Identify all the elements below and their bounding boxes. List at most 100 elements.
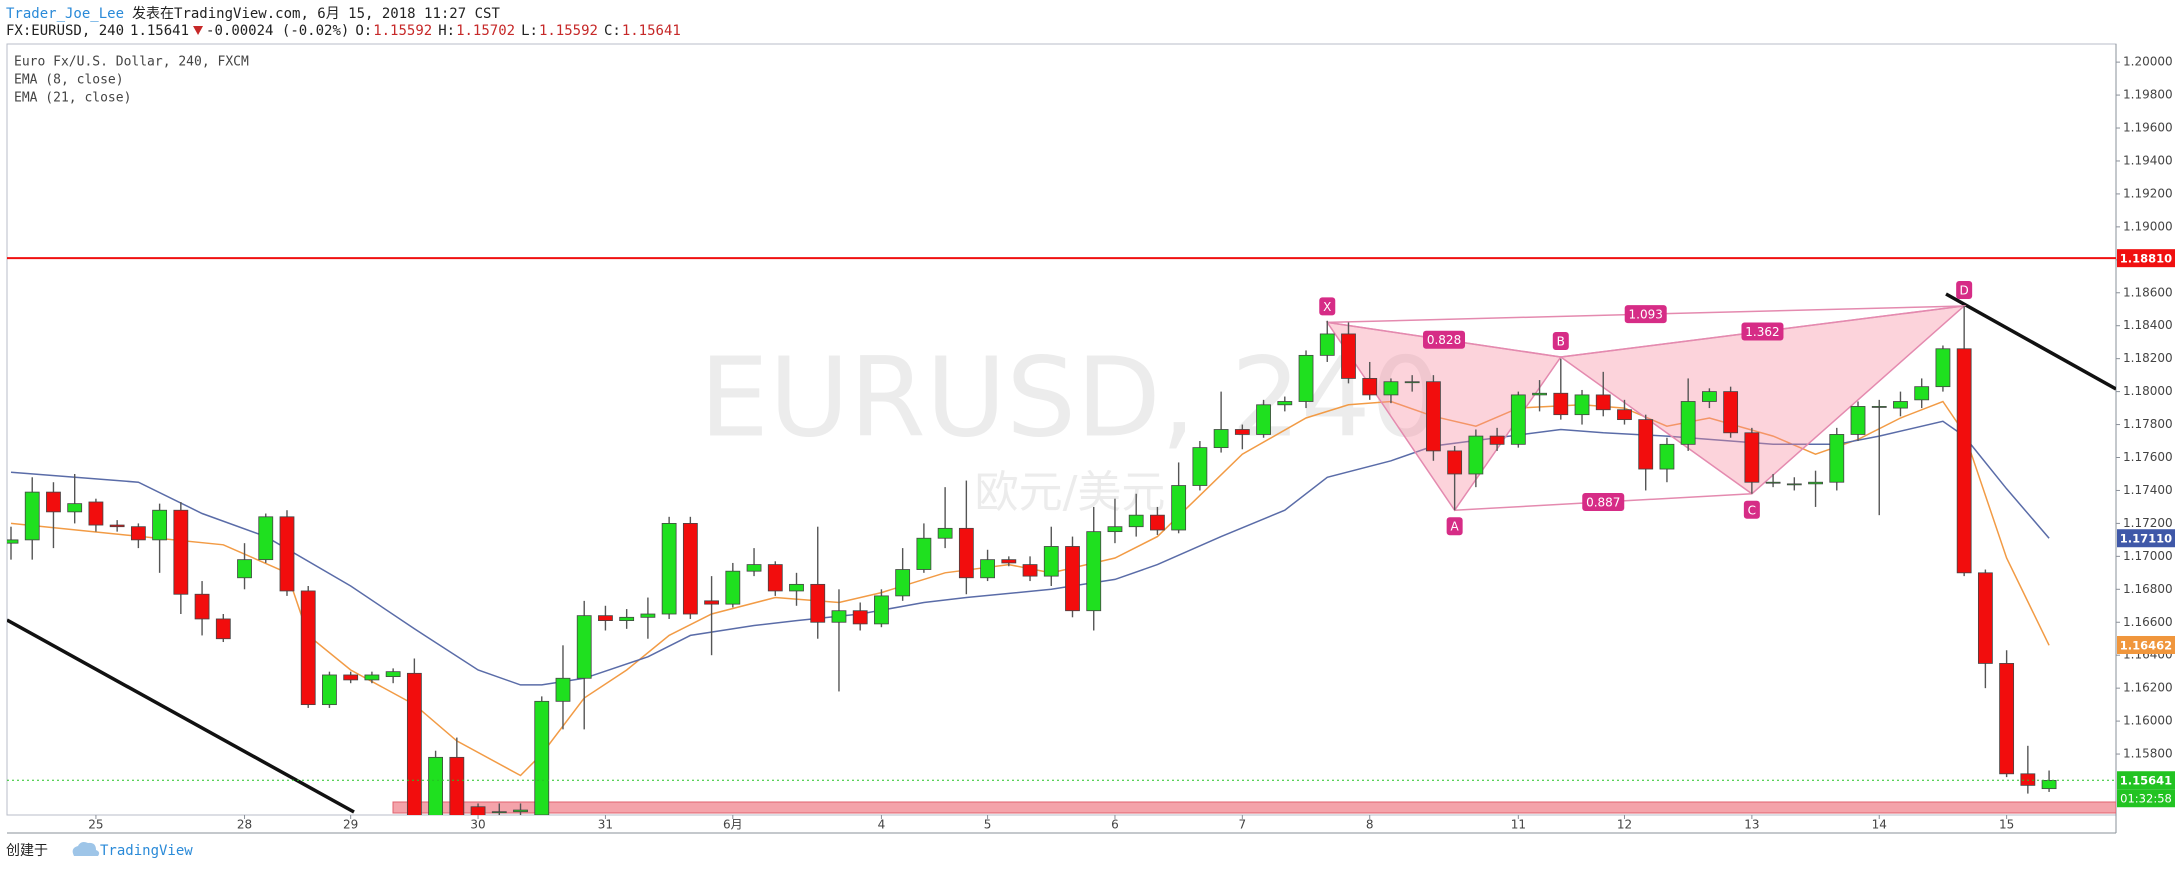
candle-body <box>1510 394 1526 445</box>
price-label-box <box>2117 771 2175 790</box>
x-tick-label: 30 <box>470 818 485 832</box>
candle-body <box>152 509 168 541</box>
y-tick-label: 1.15800 <box>2123 747 2173 761</box>
candle-body <box>534 700 550 815</box>
point-box <box>1552 332 1569 351</box>
candle-body <box>1786 483 1802 486</box>
zone <box>392 801 2116 814</box>
legend-entry: EMA (21, close) <box>14 91 131 106</box>
y-tick-label: 1.18000 <box>2123 384 2173 398</box>
point-box <box>1446 517 1463 536</box>
legend-entry: EMA (8, close) <box>14 73 124 88</box>
candle-body <box>1128 514 1144 528</box>
footer-brand[interactable]: TradingView <box>100 843 193 859</box>
x-tick-label: 28 <box>237 818 252 832</box>
x-tick-label: 6 <box>1111 818 1119 832</box>
point-box <box>1956 280 1973 299</box>
candle-body <box>2041 780 2057 790</box>
point-label: D <box>1960 283 1969 297</box>
y-tick-label: 1.18600 <box>2123 285 2173 299</box>
x-tick-label: 14 <box>1872 818 1887 832</box>
candle-body <box>1362 378 1378 396</box>
ohlc-value: 1.15592 <box>539 23 598 39</box>
y-tick-label: 1.17400 <box>2123 483 2173 497</box>
candle-body <box>130 526 146 541</box>
y-tick-label: 1.16200 <box>2123 681 2173 695</box>
price-label: 1.18810 <box>2120 252 2172 266</box>
legend-symbol: Euro Fx/U.S. Dollar, 240, FXCM <box>14 55 249 70</box>
candle-body <box>661 523 677 615</box>
x-tick-label: 7 <box>1239 818 1247 832</box>
candle-body <box>237 559 252 579</box>
candle-body <box>1065 546 1080 612</box>
candle-body <box>1702 391 1717 402</box>
candle-body <box>109 524 125 528</box>
candle-body <box>449 756 465 815</box>
candle-body <box>322 674 337 706</box>
y-tick-label: 1.20000 <box>2123 55 2173 69</box>
candle-body <box>852 610 868 625</box>
candle-body <box>1871 406 1887 408</box>
plot-frame <box>6 43 2117 816</box>
trend-line <box>7 618 355 814</box>
ratio-label: 1.093 <box>1629 308 1663 322</box>
candle-body <box>1341 333 1356 379</box>
candle-body <box>173 509 189 595</box>
footer-created: 创建于 <box>6 843 48 859</box>
candle-body <box>1574 394 1590 416</box>
candle-body <box>1977 572 1993 664</box>
symbol: FX:EURUSD, 240 <box>6 23 124 39</box>
candle-body <box>1192 447 1208 486</box>
plot-layer <box>7 257 2116 815</box>
price-label-box <box>2117 249 2175 268</box>
candle-body <box>1468 435 1484 475</box>
y-tick-label: 1.17000 <box>2123 549 2173 563</box>
x-tick-label: 15 <box>1999 818 2014 832</box>
timer: 01:32:58 <box>2120 792 2172 806</box>
y-tick-label: 1.17200 <box>2123 516 2173 530</box>
candle-body <box>1893 401 1908 409</box>
ohlc-label: L: <box>521 23 538 39</box>
x-tick-label: 6月 <box>723 818 743 832</box>
candle-body <box>1107 526 1123 533</box>
y-tick-label: 1.19400 <box>2123 153 2173 167</box>
y-tick-label: 1.17600 <box>2123 450 2173 464</box>
candle-body <box>1277 401 1293 406</box>
y-tick-label: 1.18400 <box>2123 318 2173 332</box>
ratio-label: 1.362 <box>1745 325 1779 339</box>
candle-body <box>1447 450 1463 475</box>
price-label: 1.16462 <box>2120 638 2172 652</box>
x-tick-label: 12 <box>1617 818 1632 832</box>
candle-body <box>1956 348 1972 574</box>
ohlc-value: 1.15702 <box>456 23 515 39</box>
candle-body <box>1680 401 1696 445</box>
change: -0.00024 (-0.02%) <box>206 23 349 39</box>
y-tick-label: 1.16600 <box>2123 615 2173 629</box>
last-price: 1.15641 <box>130 23 189 39</box>
candle-body <box>1744 432 1760 483</box>
watermark: EURUSD, 240 <box>699 333 1440 461</box>
candle-body <box>1489 435 1505 445</box>
trend-line <box>1945 292 2116 391</box>
candle-body <box>789 583 804 592</box>
candle-body <box>1213 429 1229 449</box>
y-tick-label: 1.18200 <box>2123 351 2173 365</box>
author[interactable]: Trader_Joe_Lee <box>6 6 124 22</box>
watermark-sub: 欧元/美元 <box>975 467 1166 518</box>
candle-body <box>1553 392 1569 416</box>
candle-body <box>1298 354 1314 402</box>
candle-body <box>1404 381 1420 384</box>
published: 发表在TradingView.com, 6月 15, 2018 11:27 CS… <box>132 6 500 22</box>
x-tick-label: 8 <box>1366 818 1374 832</box>
x-tick-label: 4 <box>878 818 886 832</box>
point-label: A <box>1451 520 1460 534</box>
ratio-label: 0.828 <box>1427 333 1461 347</box>
candle-body <box>1659 443 1675 470</box>
candle-body <box>1914 386 1930 401</box>
candle-body <box>980 559 995 579</box>
candle-body <box>1850 406 1866 435</box>
candle-body <box>1617 409 1632 421</box>
candle-body <box>810 583 826 623</box>
